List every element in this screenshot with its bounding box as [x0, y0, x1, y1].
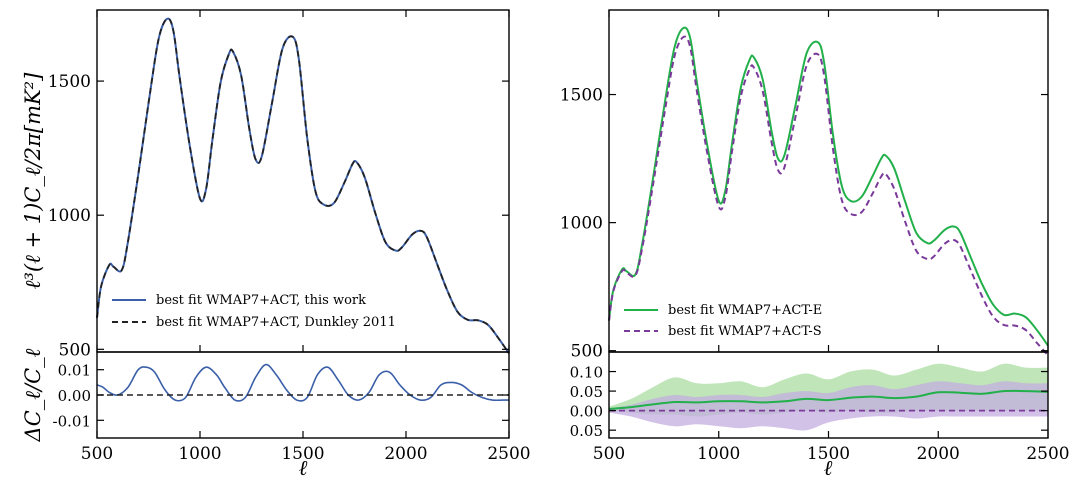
- right-legend-label-act-s: best fit WMAP7+ACT-S: [668, 324, 822, 339]
- right-x-tick-label: 2500: [1026, 444, 1069, 464]
- right-bottom-y-tick-label: 0.05: [570, 383, 603, 401]
- right-xlabel: ℓ: [824, 456, 833, 480]
- left-x-tick-label: 2000: [384, 444, 427, 464]
- left-x-tick-label: 1500: [281, 444, 324, 464]
- left-top-ylabel: ℓ³(ℓ + 1)C_ℓ/2π[mK²]: [21, 72, 45, 289]
- right-legend: best fit WMAP7+ACT-E best fit WMAP7+ACT-…: [624, 303, 822, 339]
- right-bottom-plot: 0.100.050.000.05 500 1000 1500 2000 2500: [570, 10, 1070, 464]
- right-top-y-tick-label: 1500: [560, 86, 603, 106]
- left-top-series-dunkley: [96, 17, 510, 354]
- right-bottom-band-act-s: [609, 381, 1048, 431]
- right-top-series-act-e: [608, 26, 1049, 347]
- right-legend-label-act-e: best fit WMAP7+ACT-E: [668, 303, 822, 318]
- right-bottom-y-tick-label: 0.00: [570, 403, 603, 421]
- right-top-plot: 500 1000 1500: [560, 9, 1049, 362]
- right-top-frame: [608, 9, 1049, 353]
- left-bottom-y-tick-label: 0.01: [58, 362, 91, 380]
- left-bottom-y-tick-label: 0.00: [58, 387, 91, 405]
- right-x-tick-label: 500: [593, 444, 625, 464]
- left-bottom-ylabel: ΔC_ℓ/C_ℓ: [21, 348, 45, 442]
- right-top-series-act-s: [608, 35, 1049, 356]
- left-bottom-plot: 0.01 0.00 -0.01 500 1000 1500 2000 2500: [53, 10, 531, 464]
- right-top-y-tick-label: 500: [571, 342, 603, 362]
- left-xlabel: ℓ: [299, 456, 308, 480]
- left-x-tick-label: 500: [81, 444, 113, 464]
- left-top-y-tick-label: 1000: [48, 206, 91, 226]
- left-x-tick-label: 2500: [487, 444, 530, 464]
- right-top-y-tick-label: 1000: [560, 214, 603, 234]
- right-bottom-y-tick-label: 0.10: [570, 364, 603, 382]
- right-x-tick-label: 1000: [697, 444, 740, 464]
- left-legend-label-this-work: best fit WMAP7+ACT, this work: [156, 293, 366, 308]
- right-x-tick-label: 2000: [917, 444, 960, 464]
- left-top-y-tick-label: 1500: [48, 72, 91, 92]
- left-legend-label-dunkley: best fit WMAP7+ACT, Dunkley 2011: [156, 315, 396, 330]
- left-top-y-tick-label: 500: [59, 340, 91, 360]
- left-bottom-y-tick-label: -0.01: [53, 412, 91, 430]
- left-legend: best fit WMAP7+ACT, this work best fit W…: [112, 293, 396, 330]
- left-bottom-series-this-work: [96, 363, 509, 402]
- right-x-tick-label: 1500: [807, 444, 850, 464]
- left-x-tick-label: 1000: [178, 444, 221, 464]
- right-bottom-y-tick-label: 0.05: [570, 422, 603, 440]
- right-bottom-series-act-e: [608, 389, 1049, 411]
